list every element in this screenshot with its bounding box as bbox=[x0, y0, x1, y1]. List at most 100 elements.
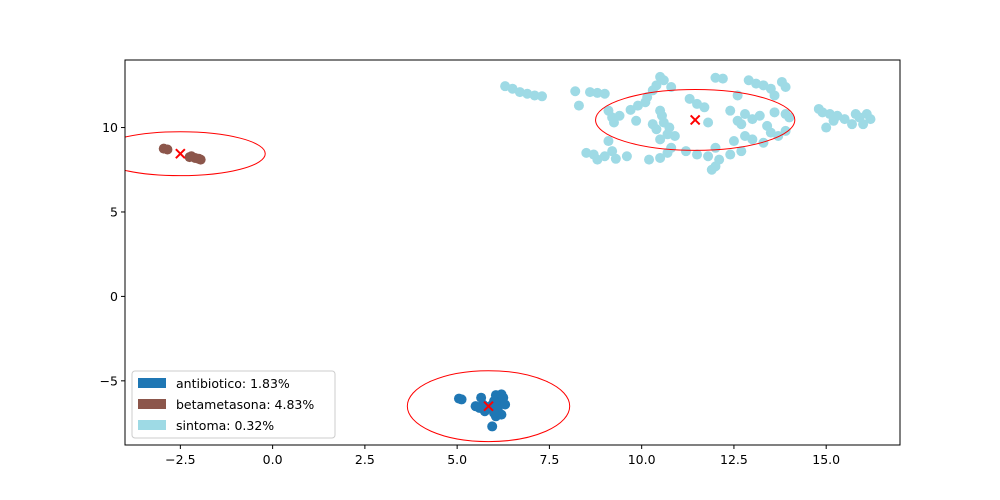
data-point bbox=[529, 90, 540, 101]
data-point bbox=[710, 72, 721, 83]
centroid-marker bbox=[689, 114, 701, 126]
centroid-stroke bbox=[483, 400, 494, 412]
data-point bbox=[699, 102, 710, 113]
data-point bbox=[537, 91, 548, 102]
legend-label: antibiotico: 1.83% bbox=[176, 376, 290, 391]
data-point bbox=[758, 137, 769, 148]
data-point bbox=[621, 151, 632, 162]
data-point bbox=[625, 104, 636, 115]
legend: antibiotico: 1.83% betametasona: 4.83% sin… bbox=[131, 370, 336, 439]
data-point bbox=[592, 87, 603, 98]
data-point bbox=[725, 149, 736, 160]
centroid-stroke bbox=[689, 114, 701, 126]
data-point bbox=[728, 136, 739, 147]
y-tick-label: −5 bbox=[100, 373, 118, 388]
data-point bbox=[573, 100, 584, 111]
data-point bbox=[570, 86, 581, 97]
data-point bbox=[607, 146, 618, 157]
centroid-marker bbox=[175, 148, 186, 159]
data-point bbox=[476, 392, 487, 403]
data-point bbox=[655, 134, 666, 145]
data-point bbox=[474, 402, 485, 413]
data-point bbox=[669, 130, 680, 141]
legend-box bbox=[131, 370, 336, 439]
data-point bbox=[585, 87, 595, 98]
legend-swatch bbox=[138, 399, 166, 409]
data-point bbox=[655, 152, 666, 163]
data-point bbox=[736, 119, 747, 130]
x-tick-label: 5.0 bbox=[447, 452, 467, 467]
data-point bbox=[631, 115, 642, 126]
data-point bbox=[769, 90, 780, 101]
centroid-stroke bbox=[175, 148, 186, 159]
data-point bbox=[747, 134, 758, 145]
data-point bbox=[599, 88, 610, 99]
data-point bbox=[692, 149, 703, 160]
data-point bbox=[839, 114, 850, 125]
cluster-ellipses bbox=[125, 89, 796, 443]
axis-ticks: −2.5 0.0 2.5 5.0 7.5 10.0 12.5 15.0 −5 0 5 10 bbox=[100, 120, 841, 467]
data-point bbox=[644, 154, 655, 165]
data-point bbox=[599, 151, 610, 162]
data-point bbox=[821, 122, 832, 133]
data-point bbox=[456, 394, 467, 405]
data-point bbox=[162, 144, 173, 155]
cluster-ellipse bbox=[595, 89, 796, 151]
plot-area-frame bbox=[124, 59, 901, 446]
data-point bbox=[717, 73, 728, 84]
data-point bbox=[610, 153, 621, 164]
x-tick-label: 12.5 bbox=[720, 452, 748, 467]
data-point bbox=[736, 146, 747, 157]
data-point bbox=[651, 80, 662, 91]
cluster-ellipse bbox=[125, 131, 266, 177]
data-point bbox=[666, 142, 677, 153]
x-tick-label: 0.0 bbox=[263, 452, 283, 467]
legend-label: sintoma: 0.32% bbox=[176, 418, 274, 433]
y-tick-label: 0 bbox=[110, 289, 118, 304]
data-point bbox=[703, 151, 714, 162]
data-point bbox=[861, 109, 872, 120]
data-point bbox=[850, 109, 861, 120]
centroid-marker bbox=[483, 400, 494, 412]
data-point bbox=[710, 142, 721, 153]
data-point bbox=[780, 82, 791, 93]
data-point bbox=[773, 130, 784, 141]
cluster-centroids bbox=[175, 114, 701, 412]
data-point bbox=[680, 146, 691, 157]
data-point bbox=[762, 120, 773, 131]
data-point bbox=[684, 93, 695, 104]
y-tick-label: 10 bbox=[102, 120, 118, 135]
data-point bbox=[500, 399, 511, 410]
data-point bbox=[487, 421, 498, 432]
data-point bbox=[666, 82, 677, 93]
x-tick-label: 10.0 bbox=[628, 452, 656, 467]
y-tick-label: 5 bbox=[110, 204, 118, 219]
data-point bbox=[658, 75, 669, 86]
data-point bbox=[784, 112, 795, 123]
data-point bbox=[706, 164, 717, 175]
data-point bbox=[780, 125, 791, 136]
data-point bbox=[195, 154, 206, 165]
legend-label: betametasona: 4.83% bbox=[176, 397, 314, 412]
data-point bbox=[754, 110, 765, 121]
data-point bbox=[184, 152, 195, 163]
data-point bbox=[608, 117, 619, 128]
data-point bbox=[740, 109, 750, 120]
data-point bbox=[642, 92, 653, 103]
data-point bbox=[647, 119, 658, 130]
data-point bbox=[769, 107, 780, 118]
x-tick-label: 7.5 bbox=[539, 452, 559, 467]
x-tick-label: 15.0 bbox=[812, 452, 840, 467]
data-point bbox=[614, 110, 625, 121]
legend-swatch bbox=[138, 378, 166, 388]
data-point bbox=[603, 136, 614, 147]
data-point bbox=[703, 117, 714, 128]
data-points bbox=[158, 71, 876, 432]
data-point bbox=[725, 105, 736, 116]
x-tick-label: −2.5 bbox=[165, 452, 195, 467]
legend-swatch bbox=[138, 420, 166, 430]
cluster-ellipse bbox=[406, 370, 571, 443]
data-point bbox=[847, 119, 858, 130]
data-point bbox=[858, 119, 869, 130]
